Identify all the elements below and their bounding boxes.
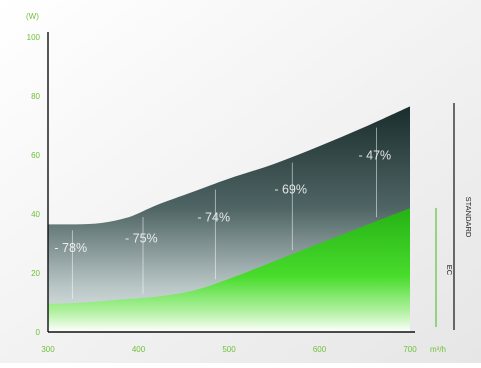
savings-percent-label: - 75% bbox=[125, 232, 158, 246]
x-axis-unit-label: m³/h bbox=[430, 345, 446, 354]
y-tick-label: 100 bbox=[27, 33, 41, 42]
y-tick-label: 0 bbox=[36, 328, 41, 337]
x-tick-label: 400 bbox=[132, 345, 146, 354]
y-tick-label: 20 bbox=[31, 269, 40, 278]
x-tick-label: 700 bbox=[403, 345, 417, 354]
y-tick-label: 40 bbox=[31, 210, 40, 219]
area-ec bbox=[48, 208, 410, 332]
savings-percent-label: - 74% bbox=[197, 211, 230, 225]
savings-percent-label: - 69% bbox=[274, 183, 307, 197]
legend-label-standard: STANDARD bbox=[464, 197, 473, 238]
x-tick-label: 500 bbox=[222, 345, 236, 354]
x-tick-label: 600 bbox=[313, 345, 327, 354]
legend-label-ec: EC bbox=[445, 265, 454, 276]
y-axis-unit-label: (W) bbox=[26, 12, 39, 21]
y-tick-label: 60 bbox=[31, 151, 40, 160]
savings-percent-label: - 47% bbox=[359, 149, 392, 163]
x-tick-label: 300 bbox=[41, 345, 55, 354]
savings-percent-label: - 78% bbox=[54, 241, 87, 255]
y-tick-label: 80 bbox=[31, 92, 40, 101]
